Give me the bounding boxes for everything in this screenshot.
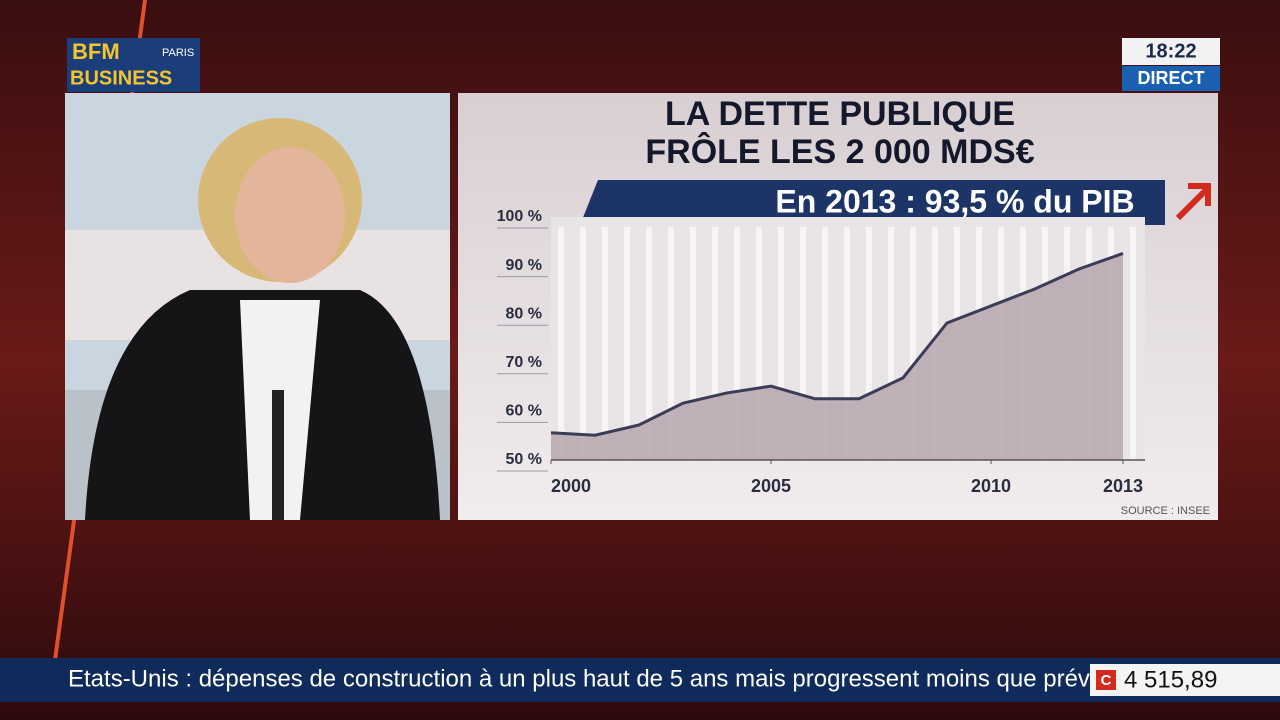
y-tick-label: 70 % (506, 354, 542, 371)
index-icon-box (1096, 670, 1116, 690)
logo-name: BUSINESS (70, 67, 172, 89)
index-value: 4 515,89 (1124, 666, 1217, 693)
y-tick-label: 100 % (497, 208, 542, 225)
index-icon: C (1101, 672, 1112, 689)
ticker-bar (0, 658, 1280, 702)
chart-title: LA DETTE PUBLIQUE (665, 95, 1015, 133)
presenter-face (235, 147, 345, 283)
y-tick-label: 90 % (506, 257, 542, 274)
clock-time: 18:22 (1145, 40, 1196, 62)
direct-label: DIRECT (1138, 68, 1205, 88)
up-arrow (1175, 183, 1211, 221)
area (551, 253, 1123, 460)
microphone (272, 390, 284, 520)
chart-title: FRÔLE LES 2 000 MDS€ (645, 132, 1034, 171)
index-box (1090, 664, 1280, 696)
x-tick-label: 2010 (971, 476, 1011, 496)
y-tick-label: 80 % (506, 305, 542, 322)
x-tick-label: 2013 (1103, 476, 1143, 496)
direct-box (1122, 66, 1220, 91)
plot: 50 % 60 % 70 % 80 % 90 % 100 % 2000 2005 2010 201… (497, 208, 1145, 496)
logo-city: PARIS (162, 47, 194, 59)
y-tick-label: 50 % (506, 451, 542, 468)
logo-bfm: BFM (72, 39, 120, 64)
annotation-banner (580, 180, 1165, 225)
line (550, 252, 1124, 437)
logo-box (67, 38, 200, 92)
source: SOURCE : INSEE (1121, 505, 1210, 517)
x-tick-label: 2000 (551, 476, 591, 496)
x-tick-label: 2005 (751, 476, 791, 496)
annotation: En 2013 : 93,5 % du PIB (775, 183, 1134, 219)
y-tick-label: 60 % (506, 403, 542, 420)
ticker-headline: Etats-Unis : dépenses de construction à … (68, 665, 1110, 692)
clock-box (1122, 38, 1220, 65)
